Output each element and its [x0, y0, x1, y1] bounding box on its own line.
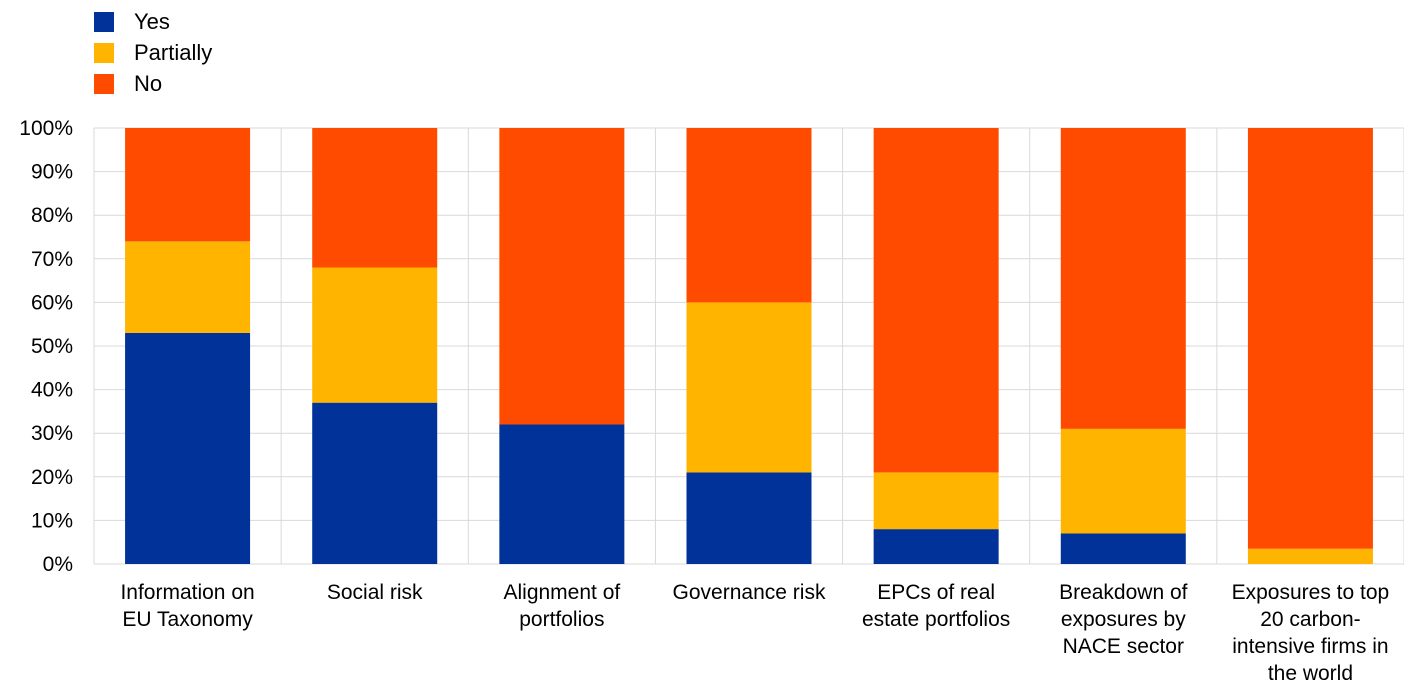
legend-item-partially: Partially [94, 37, 212, 68]
x-category-label: Alignment of portfolios [503, 581, 620, 631]
y-tick-label: 90% [31, 161, 73, 184]
bars [125, 128, 1373, 564]
legend-label-partially: Partially [134, 39, 213, 65]
legend-item-no: No [94, 68, 212, 99]
y-tick-label: 20% [31, 466, 73, 489]
bar-partially-7 [1247, 548, 1373, 564]
bar-yes-1 [125, 332, 251, 564]
bar-partially-6 [1060, 428, 1186, 534]
chart-legend: Yes Partially No [94, 6, 212, 99]
y-tick-label: 40% [31, 379, 73, 402]
x-category-label: Breakdown of exposures by NACE sector [1059, 581, 1188, 658]
bar-no-4 [686, 128, 812, 303]
bar-partially-4 [686, 302, 812, 473]
x-category-labels: Information on EU Taxonomy Social risk Alig… [120, 581, 1389, 685]
y-tick-label: 50% [31, 335, 73, 358]
bar-yes-3 [499, 424, 625, 564]
bar-no-2 [312, 128, 438, 268]
x-category-label: Exposures to top 20 carbon-intensive firm… [1232, 581, 1390, 685]
legend-label-no: No [134, 70, 163, 96]
x-category-label: Governance risk [673, 581, 826, 604]
bar-yes-6 [1060, 533, 1186, 564]
legend-label-yes: Yes [134, 8, 170, 34]
legend-swatch-partially [94, 42, 114, 63]
bar-yes-4 [686, 472, 812, 564]
bar-no-3 [499, 128, 625, 425]
bar-yes-2 [312, 402, 438, 564]
y-tick-label: 60% [31, 291, 73, 314]
bar-no-1 [125, 128, 251, 242]
bar-partially-2 [312, 267, 438, 403]
y-tick-label: 30% [31, 422, 73, 445]
bar-partially-1 [125, 241, 251, 333]
y-tick-label: 80% [31, 204, 73, 227]
bar-yes-5 [873, 529, 999, 564]
y-tick-labels: 0% 10% 20% 30% 40% 50% 60% 70% 80% 90% 100% [19, 117, 73, 576]
y-tick-label: 70% [31, 248, 73, 271]
bar-no-6 [1060, 128, 1186, 429]
y-tick-label: 0% [43, 553, 73, 576]
bar-partially-5 [873, 472, 999, 530]
x-category-label: EPCs of real estate portfolios [862, 581, 1010, 631]
legend-swatch-no [94, 73, 114, 94]
bar-no-5 [873, 128, 999, 473]
y-tick-label: 100% [19, 117, 73, 140]
x-category-label: Social risk [327, 581, 423, 604]
y-tick-label: 10% [31, 509, 73, 532]
legend-swatch-yes [94, 11, 114, 32]
legend-item-yes: Yes [94, 6, 212, 37]
x-category-label: Information on EU Taxonomy [120, 581, 254, 631]
bar-no-7 [1247, 128, 1373, 549]
